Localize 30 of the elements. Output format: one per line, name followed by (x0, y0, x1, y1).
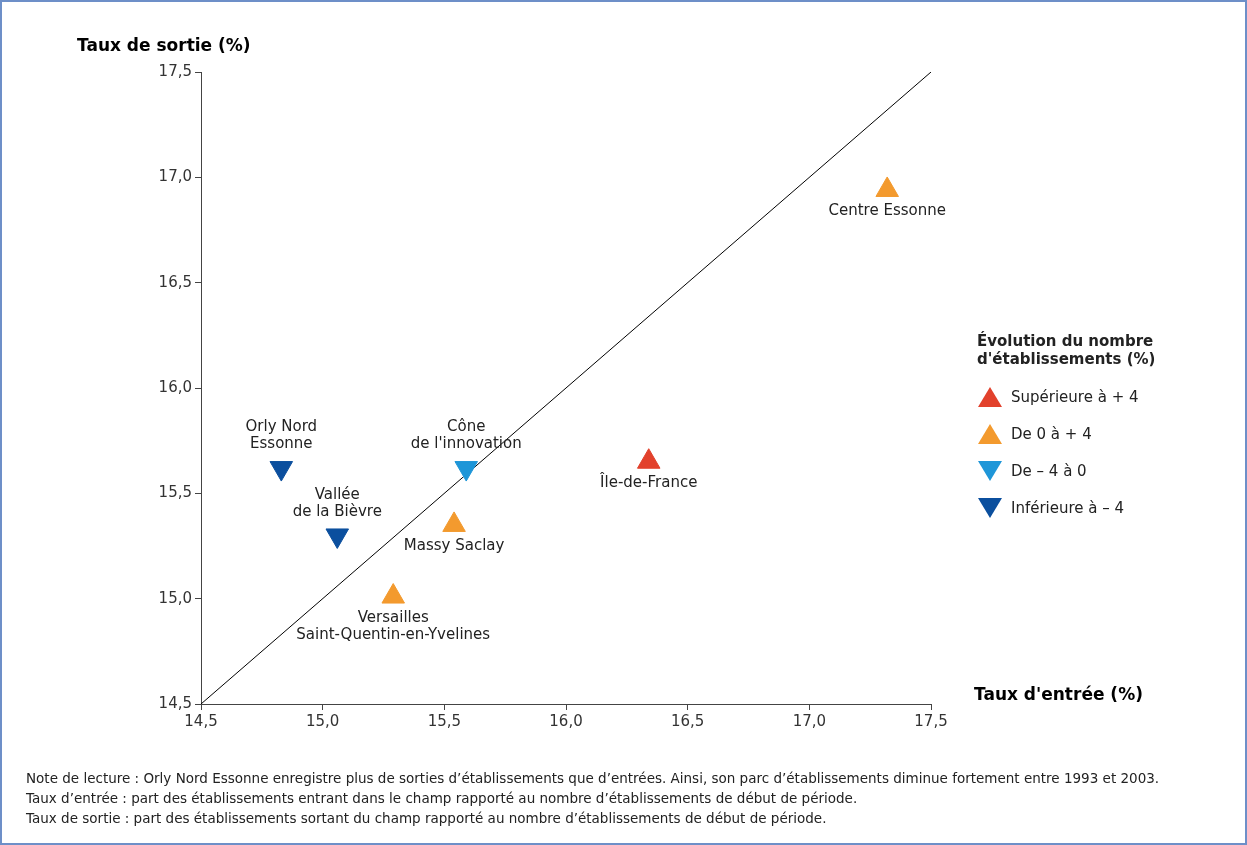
x-tick-label: 16,0 (549, 711, 583, 730)
x-tick-label: 15,5 (427, 711, 462, 730)
legend-label: Inférieure à – 4 (1011, 498, 1125, 517)
annotation: Vallée de la Bièvre (292, 484, 382, 520)
annotation: Île-de-France (599, 472, 698, 492)
text: Taux d’entrée : part des établissements entrant dans le champ rapporté au nombre d’établissements de début de période. (26, 789, 859, 808)
legend-label: De – 4 à 0 (1011, 461, 1087, 480)
legend-title: Évolution du nombre d'établissements (%) (977, 332, 1156, 368)
y-tick-label: 15,5 (158, 483, 192, 502)
x-tick-label: 17,0 (792, 711, 827, 730)
annotation: Orly Nord Essonne (245, 417, 318, 453)
y-tick-label: 17,0 (158, 167, 192, 186)
y-tick-label: 17,5 (158, 61, 192, 80)
x-tick-label: 17,5 (914, 711, 948, 730)
x-tick-label: 14,5 (184, 711, 218, 730)
y-tick-label: 16,5 (158, 272, 192, 291)
annotation: Massy Saclay (403, 536, 505, 555)
legend-label: De 0 à + 4 (1011, 424, 1092, 443)
y-axis-title: Taux de sortie (%) (77, 35, 251, 55)
text: Taux de sortie : part des établissements sortant du champ rapporté au nombre d’établissements de début de période. (26, 809, 828, 828)
y-tick-label: 15,0 (158, 588, 192, 607)
x-axis-title: Taux d'entrée (%) (974, 684, 1143, 704)
y-tick-label: 16,0 (158, 377, 192, 396)
y-tick-label: 14,5 (158, 693, 192, 712)
text: Note de lecture : Orly Nord Essonne enregistre plus de sorties d’établissements que d’entrées. Ainsi, son parc d’établissements diminue fortement entre 1993 et 2003. (26, 769, 1160, 788)
x-tick-label: 15,0 (305, 711, 340, 730)
annotation: Centre Essonne (828, 201, 946, 220)
legend-label: Supérieure à + 4 (1011, 387, 1139, 406)
x-tick-label: 16,5 (670, 711, 705, 730)
annotation: Versailles Saint-Quentin-en-Yvelines (296, 607, 491, 643)
